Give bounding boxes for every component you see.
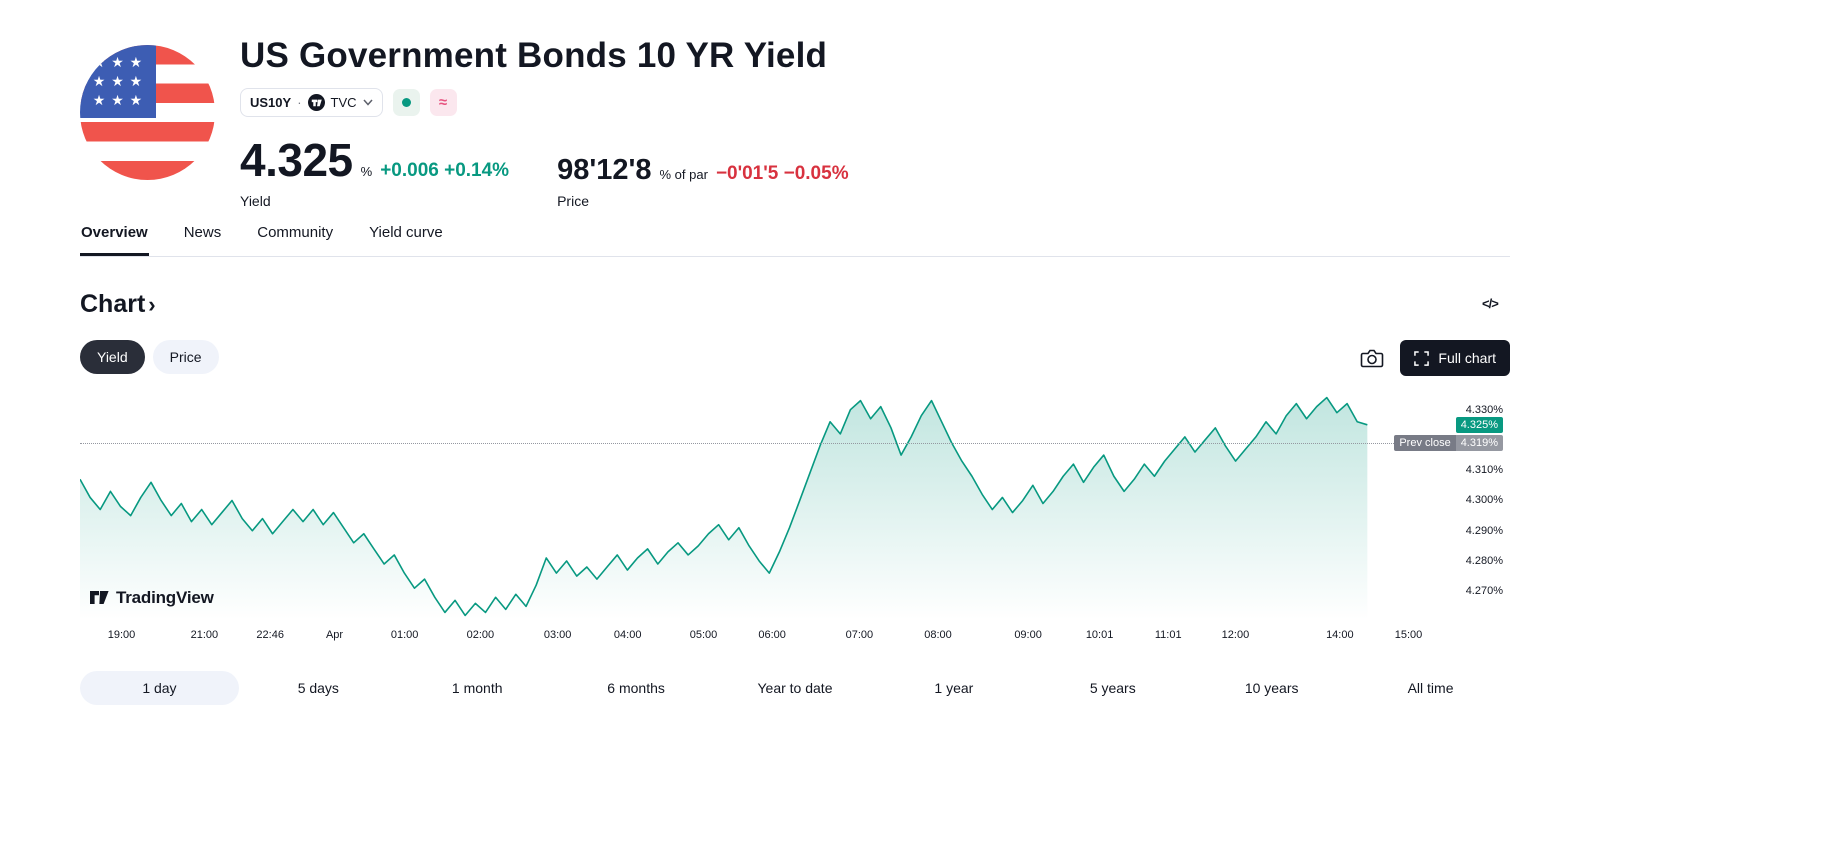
chart-heading: Chart: [80, 290, 146, 318]
x-axis[interactable]: 19:00 21:00 22:46 Apr 01:00 02:00 03:00 04:00 05…: [80, 629, 1510, 645]
yield-line: [80, 398, 1367, 616]
x-axis-label: 03:00: [543, 629, 572, 641]
price-block: 98'12'8 % of par −0'01'5 −0.05% Price: [557, 154, 849, 209]
symbol-separator: ·: [297, 95, 302, 110]
toggle-price[interactable]: Price: [152, 340, 219, 374]
watermark-text: TradingView: [116, 588, 214, 607]
yield-unit: %: [360, 164, 373, 179]
tab-overview[interactable]: Overview: [80, 224, 149, 256]
price-value: 98'12'8: [557, 154, 652, 186]
us-flag-icon: [80, 45, 215, 180]
range-5-years[interactable]: 5 years: [1089, 680, 1136, 696]
open-dot-icon: [401, 98, 411, 107]
tab-community[interactable]: Community: [257, 224, 334, 241]
x-axis-label: 14:00: [1326, 629, 1354, 641]
full-chart-label: Full chart: [1438, 350, 1496, 366]
range-10-years[interactable]: 10 years: [1244, 680, 1299, 696]
y-axis[interactable]: 4.325% Prev close 4.319% 4.330% 4.310% 4.3…: [1394, 390, 1510, 620]
code-icon[interactable]: </>: [1482, 296, 1499, 311]
price-change: −0'01'5 −0.05%: [715, 163, 849, 184]
tradingview-watermark: TradingView: [90, 588, 214, 608]
fullscreen-icon: [1414, 350, 1430, 366]
delayed-data-indicator[interactable]: ≈: [429, 89, 457, 116]
yield-area: [80, 397, 1368, 620]
x-axis-label: 07:00: [845, 629, 874, 641]
x-axis-label: 10:01: [1085, 629, 1114, 641]
snapshot-camera-button[interactable]: [1360, 347, 1384, 369]
chevron-right-icon: ›: [148, 291, 156, 317]
prev-close-line: [80, 442, 1410, 444]
range-5-days[interactable]: 5 days: [297, 680, 339, 696]
chart-area: TradingView 4.325% Prev close 4.319% 4.3…: [80, 390, 1510, 620]
y-axis-label: 4.290%: [1465, 524, 1503, 537]
x-axis-label: 19:00: [107, 629, 136, 641]
last-value-label: 4.325%: [1455, 416, 1503, 433]
range-6-months[interactable]: 6 months: [607, 680, 665, 696]
x-axis-label: Apr: [325, 629, 344, 641]
tvc-exchange-icon: [307, 94, 325, 111]
range-selector: 1 day 5 days 1 month 6 months Year to da…: [80, 671, 1510, 705]
tab-news[interactable]: News: [183, 224, 222, 241]
chevron-down-icon: [362, 99, 373, 106]
camera-icon: [1361, 349, 1384, 368]
range-all-time[interactable]: All time: [1407, 680, 1454, 696]
exchange-label: TVC: [330, 95, 357, 110]
page-title: US Government Bonds 10 YR Yield: [240, 36, 828, 75]
x-axis-label: 21:00: [190, 629, 219, 641]
price-label: Price: [557, 193, 589, 209]
toggle-yield[interactable]: Yield: [80, 340, 145, 374]
x-axis-label: 01:00: [390, 629, 419, 641]
range-1-month[interactable]: 1 month: [451, 680, 503, 696]
symbol-ticker: US10Y: [250, 95, 292, 110]
x-axis-label: 06:00: [758, 629, 786, 641]
x-axis-label: 04:00: [613, 629, 642, 641]
flag-canton-stars: [80, 45, 156, 118]
x-axis-label: 02:00: [466, 629, 495, 641]
x-axis-label: 15:00: [1394, 629, 1423, 641]
y-axis-label: 4.280%: [1465, 554, 1503, 567]
x-axis-label: 09:00: [1014, 629, 1042, 641]
yield-block: 4.325 % +0.006 +0.14% Yield: [240, 133, 509, 209]
chart-plot[interactable]: TradingView: [80, 390, 1410, 620]
approx-icon: ≈: [438, 94, 448, 111]
range-year-to-date[interactable]: Year to date: [757, 680, 833, 696]
yield-value: 4.325: [240, 134, 353, 186]
market-open-indicator[interactable]: [392, 89, 420, 116]
symbol-selector[interactable]: US10Y · TVC: [240, 88, 383, 117]
tab-bar: Overview News Community Yield curve: [80, 224, 1510, 257]
x-axis-label: 22:46: [256, 629, 284, 641]
chart-section-link[interactable]: Chart ›: [80, 290, 156, 319]
prev-close-value: 4.319%: [1455, 434, 1503, 451]
yield-change: +0.006 +0.14%: [380, 160, 510, 181]
tab-yield-curve[interactable]: Yield curve: [369, 224, 443, 241]
yield-label: Yield: [240, 193, 271, 209]
price-unit: % of par: [659, 167, 708, 182]
prev-close-text: Prev close: [1394, 434, 1456, 451]
full-chart-button[interactable]: Full chart: [1400, 340, 1510, 376]
y-axis-label: 4.300%: [1465, 494, 1503, 507]
x-axis-label: 11:01: [1154, 629, 1182, 641]
y-axis-label: 4.310%: [1465, 464, 1503, 477]
last-value-badge: 4.325%: [1455, 416, 1503, 433]
x-axis-label: 12:00: [1221, 629, 1250, 641]
prev-close-badge: Prev close 4.319%: [1394, 434, 1503, 451]
y-axis-label: 4.330%: [1465, 403, 1503, 416]
x-axis-label: 08:00: [924, 629, 952, 641]
range-1-year[interactable]: 1 year: [934, 680, 974, 696]
x-axis-label: 05:00: [689, 629, 718, 641]
yield-chart-svg: [80, 390, 1410, 620]
tradingview-logo-icon: [90, 590, 109, 604]
y-axis-label: 4.270%: [1465, 585, 1503, 598]
range-1-day[interactable]: 1 day: [80, 671, 239, 705]
